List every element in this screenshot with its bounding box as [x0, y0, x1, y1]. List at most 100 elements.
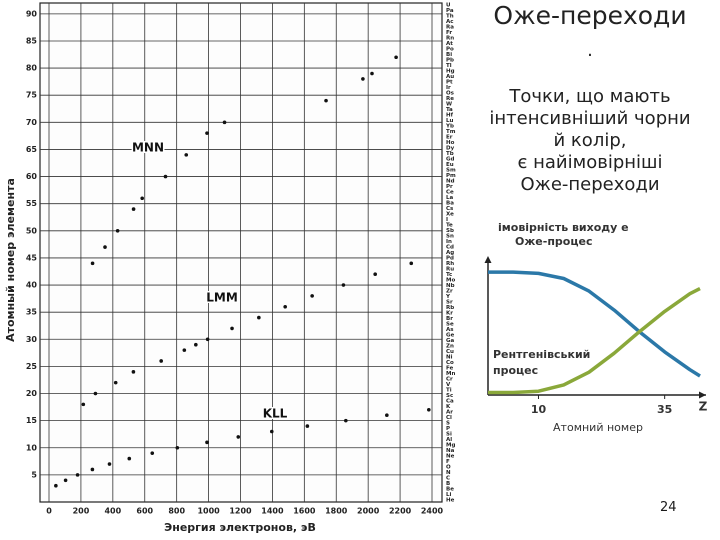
element-symbol: Cd: [446, 245, 454, 251]
element-symbol: U: [446, 3, 450, 9]
y-tick-label: 90: [26, 9, 38, 18]
x-tick-label: 400: [104, 507, 121, 516]
element-symbol: Po: [446, 47, 454, 53]
element-symbol: Pr: [446, 184, 453, 190]
element-symbol: Ho: [446, 140, 455, 146]
element-symbol: Li: [446, 492, 452, 498]
auger-point: [131, 207, 136, 211]
element-symbol: Pb: [446, 58, 454, 64]
x-axis-label: Энергия электронов, эВ: [164, 521, 316, 534]
auger-point: [131, 370, 136, 374]
element-symbol: Ar: [446, 410, 453, 416]
auger-point: [182, 348, 187, 352]
y-axis-arrow: [484, 256, 492, 263]
element-symbol: In: [446, 239, 452, 245]
element-symbol: Mg: [446, 443, 455, 449]
element-symbol: Sb: [446, 228, 454, 234]
y-tick-label: 45: [26, 253, 38, 262]
element-symbol: Se: [446, 322, 454, 328]
y-tick-label: 35: [26, 308, 38, 317]
x-axis-symbol: Z: [699, 400, 708, 414]
element-symbol: Dy: [446, 146, 455, 152]
y-tick-label: 80: [26, 64, 38, 73]
element-symbol: Cu: [446, 349, 454, 355]
element-symbol: Pd: [446, 256, 454, 262]
auger-point: [90, 261, 95, 266]
page-number: 24: [660, 500, 677, 515]
x-tick-label: 200: [73, 507, 90, 516]
x-tick-label: 2400: [421, 507, 444, 516]
element-symbol: Xe: [446, 212, 454, 218]
element-symbol: Ga: [446, 338, 455, 344]
element-symbol: K: [446, 404, 451, 410]
series-line: [488, 270, 701, 378]
x-tick-label: 1200: [229, 507, 252, 516]
element-symbol: Ca: [446, 399, 454, 405]
element-symbol: Yb: [445, 124, 454, 130]
auger-point: [103, 245, 107, 249]
auger-point: [385, 413, 389, 418]
element-symbol: Sm: [446, 168, 456, 174]
element-symbol: Cr: [446, 377, 453, 383]
auger-point: [175, 445, 180, 450]
element-symbol: Y: [445, 294, 451, 300]
element-symbol: Rn: [446, 36, 454, 42]
x-tick-label: 2000: [357, 507, 380, 516]
y-tick-label: 25: [26, 362, 38, 371]
auger-point: [63, 478, 68, 483]
auger-point: [163, 174, 168, 179]
x-tick-label: 0: [46, 507, 52, 516]
auger-point: [184, 153, 189, 157]
x-tick-label: 600: [136, 507, 153, 516]
element-symbol: Te: [446, 223, 453, 229]
series-label: MNN: [132, 141, 164, 155]
auger-point: [283, 304, 287, 309]
element-symbol: Th: [446, 14, 454, 20]
auger-point: [310, 294, 314, 298]
element-symbol: N: [446, 470, 451, 476]
element-symbol: Re: [446, 96, 454, 102]
auger-point: [54, 483, 58, 488]
slide-title: Оже-переходи: [493, 1, 687, 30]
element-symbol: Mn: [446, 371, 455, 377]
element-symbol: Ta: [446, 107, 453, 113]
auger-point: [341, 283, 346, 287]
x-tick-label: 1600: [293, 507, 316, 516]
y-tick-label: 10: [26, 443, 38, 452]
y-tick-label: 70: [26, 118, 38, 127]
series-label: Оже-процес: [515, 235, 593, 248]
element-symbol: Pa: [446, 8, 454, 14]
auger-point: [113, 380, 118, 385]
element-symbol: Pt: [446, 80, 453, 86]
y-tick-label: 85: [26, 36, 38, 45]
element-symbol: Be: [446, 487, 454, 493]
slide-line: є найімовірніші: [517, 152, 663, 173]
element-symbol: Ne: [446, 454, 455, 460]
element-symbol: Ag: [446, 250, 454, 256]
element-symbol: Tl: [446, 63, 452, 69]
element-symbol: Gd: [446, 157, 455, 163]
auger-point: [194, 342, 198, 347]
auger-point: [373, 272, 377, 276]
element-symbol: Na: [446, 448, 455, 454]
element-symbol: Rh: [446, 261, 454, 267]
element-symbol: Ti: [446, 388, 452, 394]
series-label: KLL: [263, 407, 288, 421]
y-tick-label: 75: [26, 91, 38, 100]
x-tick-label: 1400: [261, 507, 284, 516]
element-symbol: Er: [446, 135, 453, 141]
element-symbol: W: [446, 102, 452, 108]
element-symbol: Rb: [446, 305, 454, 311]
y-tick-label: 5: [31, 470, 37, 479]
element-symbol: I: [446, 217, 448, 223]
auger-point: [159, 359, 163, 363]
series-label: LMM: [206, 291, 238, 305]
element-symbol: Co: [446, 360, 454, 366]
element-symbol: Tb: [446, 151, 454, 157]
auger-point: [394, 55, 398, 60]
auger-point: [230, 326, 234, 331]
x-tick-label: 10: [531, 403, 547, 416]
auger-point: [269, 429, 274, 434]
